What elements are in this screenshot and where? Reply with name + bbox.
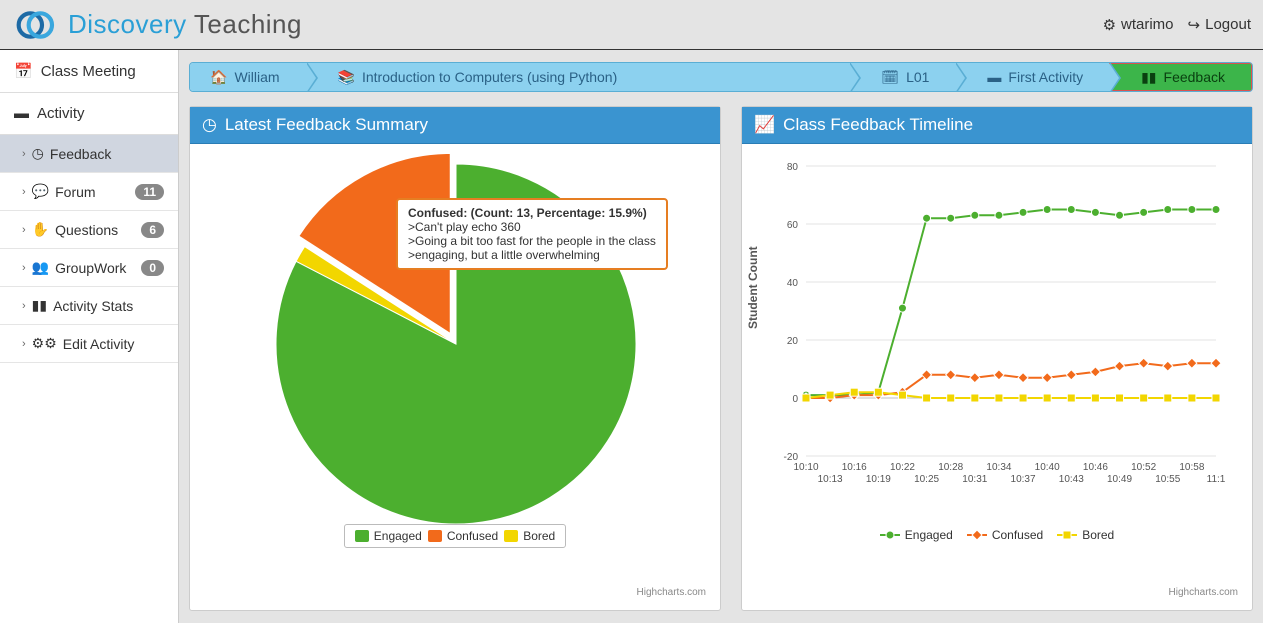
panel-header: ◷ Latest Feedback Summary xyxy=(190,107,720,144)
chevron-right-icon: › xyxy=(22,300,26,312)
sidebar-item-groupwork[interactable]: › 👥 GroupWork 0 xyxy=(0,249,178,287)
clock-icon: ◷ xyxy=(202,115,217,135)
content: 🏠 William 📚 Introduction to Computers (u… xyxy=(179,50,1263,623)
svg-text:10:49: 10:49 xyxy=(1107,474,1132,485)
book-group-icon: 📚 xyxy=(338,69,355,86)
svg-text:20: 20 xyxy=(787,336,799,347)
legend-item-bored[interactable]: Bored xyxy=(1057,528,1114,542)
svg-text:10:22: 10:22 xyxy=(890,462,915,473)
y-axis-title: Student Count xyxy=(746,246,760,329)
chart-tooltip: Confused: (Count: 13, Percentage: 15.9%)… xyxy=(396,198,668,270)
calendar-icon: 📅 xyxy=(14,62,33,80)
chevron-right-icon: › xyxy=(22,186,26,198)
svg-text:10:25: 10:25 xyxy=(914,474,939,485)
chevron-right-icon: › xyxy=(22,224,26,236)
user-menu[interactable]: ⚙ wtarimo xyxy=(1103,16,1174,34)
chart-credit[interactable]: Highcharts.com xyxy=(1169,587,1238,598)
users-icon: 👥 xyxy=(32,259,49,276)
svg-text:10:31: 10:31 xyxy=(962,474,987,485)
cogs-icon: ⚙ xyxy=(1103,16,1116,34)
svg-text:40: 40 xyxy=(787,278,799,289)
svg-text:10:43: 10:43 xyxy=(1059,474,1084,485)
logout-icon: ↪ xyxy=(1188,16,1201,34)
svg-text:10:46: 10:46 xyxy=(1083,462,1108,473)
book-icon: ▬ xyxy=(14,105,29,122)
crumb-l01[interactable]: 🗓 L01 xyxy=(849,63,955,91)
panel-feedback-timeline: 📈 Class Feedback Timeline Student Count … xyxy=(741,106,1253,611)
topbar: Discovery Teaching ⚙ wtarimo ↪ Logout xyxy=(0,0,1263,50)
svg-text:10:13: 10:13 xyxy=(818,474,843,485)
sidebar: 📅 Class Meeting ▬ Activity › ◷ Feedback … xyxy=(0,50,179,623)
legend-item-engaged[interactable]: Engaged xyxy=(880,528,953,542)
chevron-right-icon: › xyxy=(22,262,26,274)
svg-text:10:52: 10:52 xyxy=(1131,462,1156,473)
line-chart: -2002040608010:1010:1610:2210:2810:3410:… xyxy=(752,154,1242,494)
book-icon: ▬ xyxy=(987,69,1001,85)
chart-credit[interactable]: Highcharts.com xyxy=(637,587,706,598)
line-legend: Engaged Confused Bored xyxy=(752,528,1242,542)
cogs-icon: ⚙⚙ xyxy=(32,335,57,352)
panel-feedback-summary: ◷ Latest Feedback Summary Confused: (Cou… xyxy=(189,106,721,611)
sidebar-class-meeting[interactable]: 📅 Class Meeting xyxy=(0,50,178,93)
crumb-feedback[interactable]: ▮▮ Feedback xyxy=(1109,63,1252,91)
bars-icon: ▮▮ xyxy=(1141,69,1156,86)
legend-item-confused[interactable]: Confused xyxy=(428,529,498,543)
badge: 11 xyxy=(135,184,164,200)
svg-text:10:58: 10:58 xyxy=(1179,462,1204,473)
home-icon: 🏠 xyxy=(210,69,227,86)
brand[interactable]: Discovery Teaching xyxy=(12,7,302,43)
pie-legend: Engaged Confused Bored xyxy=(344,524,566,548)
svg-text:0: 0 xyxy=(792,394,798,405)
sidebar-item-edit-activity[interactable]: › ⚙⚙ Edit Activity xyxy=(0,325,178,363)
badge: 6 xyxy=(141,222,164,238)
svg-text:10:37: 10:37 xyxy=(1011,474,1036,485)
svg-text:11:1: 11:1 xyxy=(1207,474,1226,485)
calendar-icon: 🗓 xyxy=(881,69,899,86)
legend-item-confused[interactable]: Confused xyxy=(967,528,1043,542)
legend-item-bored[interactable]: Bored xyxy=(504,529,555,543)
sidebar-item-activity-stats[interactable]: › ▮▮ Activity Stats xyxy=(0,287,178,325)
svg-text:10:10: 10:10 xyxy=(793,462,818,473)
sidebar-item-questions[interactable]: › ✋ Questions 6 xyxy=(0,211,178,249)
svg-text:60: 60 xyxy=(787,220,799,231)
linechart-icon: 📈 xyxy=(754,115,775,135)
svg-text:10:19: 10:19 xyxy=(866,474,891,485)
svg-text:10:28: 10:28 xyxy=(938,462,963,473)
logo-icon xyxy=(12,7,62,43)
svg-text:10:55: 10:55 xyxy=(1155,474,1180,485)
chevron-right-icon: › xyxy=(22,338,26,350)
svg-text:10:34: 10:34 xyxy=(986,462,1011,473)
badge: 0 xyxy=(141,260,164,276)
logout-button[interactable]: ↪ Logout xyxy=(1188,16,1251,34)
bars-icon: ▮▮ xyxy=(32,297,47,314)
brand-left: Discovery xyxy=(68,9,187,39)
crumb-william[interactable]: 🏠 William xyxy=(190,63,306,91)
brand-right: Teaching xyxy=(187,9,302,39)
panel-header: 📈 Class Feedback Timeline xyxy=(742,107,1252,144)
svg-text:10:16: 10:16 xyxy=(842,462,867,473)
chevron-right-icon: › xyxy=(22,148,26,160)
sidebar-activity[interactable]: ▬ Activity xyxy=(0,93,178,135)
breadcrumb: 🏠 William 📚 Introduction to Computers (u… xyxy=(189,62,1253,92)
svg-text:10:40: 10:40 xyxy=(1035,462,1060,473)
crumb-first-activity[interactable]: ▬ First Activity xyxy=(955,63,1109,91)
svg-text:80: 80 xyxy=(787,162,799,173)
sidebar-item-forum[interactable]: › 💬 Forum 11 xyxy=(0,173,178,211)
chat-icon: 💬 xyxy=(32,183,49,200)
clock-icon: ◷ xyxy=(32,145,44,162)
legend-item-engaged[interactable]: Engaged xyxy=(355,529,422,543)
crumb-course[interactable]: 📚 Introduction to Computers (using Pytho… xyxy=(306,63,850,91)
hand-icon: ✋ xyxy=(32,221,49,238)
sidebar-item-feedback[interactable]: › ◷ Feedback xyxy=(0,135,178,173)
